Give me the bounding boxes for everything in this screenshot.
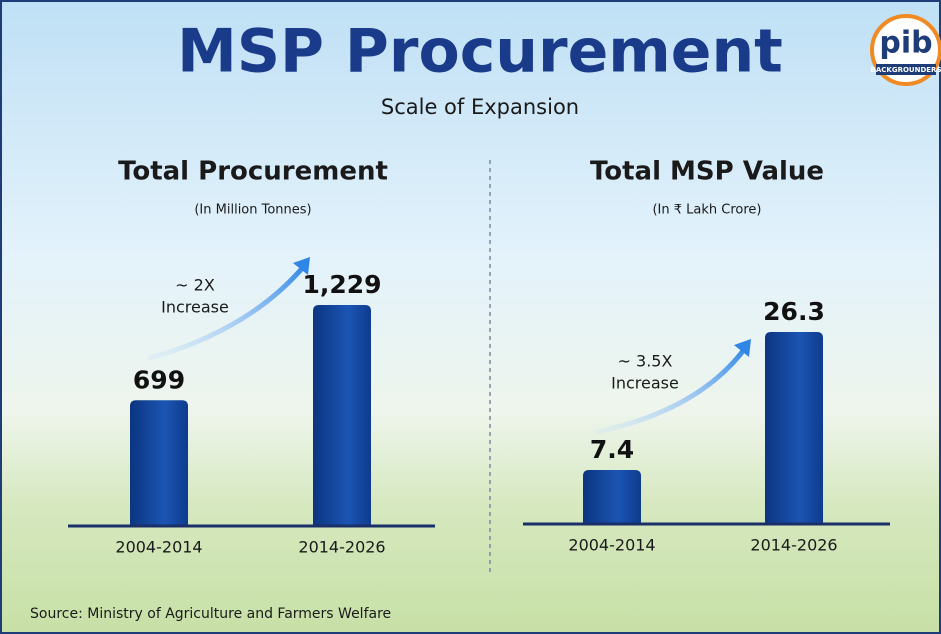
value-label: 699	[133, 365, 185, 394]
logo-text: pib	[879, 26, 932, 61]
logo-caption: BACKGROUNDERS	[871, 66, 941, 74]
x-tick-label: 2004-2014	[115, 538, 202, 557]
bar	[313, 305, 371, 526]
x-tick-label: 2014-2026	[750, 536, 837, 555]
x-tick-label: 2004-2014	[568, 536, 655, 555]
bar	[765, 332, 823, 524]
annotation: ~ 3.5X	[618, 352, 673, 371]
trend-arrow	[147, 262, 308, 361]
logo-band	[876, 64, 936, 75]
x-tick-label: 2014-2026	[298, 538, 385, 557]
value-label: 1,229	[302, 270, 381, 299]
bar	[583, 469, 641, 524]
chart-subtitle: (In ₹ Lakh Crore)	[652, 203, 761, 218]
logo: pib BACKGROUNDERS	[870, 14, 941, 86]
bar	[130, 400, 188, 526]
source: Source: Ministry of Agriculture and Farm…	[30, 606, 391, 622]
subtitle: Scale of Expansion	[381, 95, 579, 119]
annotation: Increase	[161, 298, 229, 317]
arrow-head	[293, 257, 310, 275]
arrow-head	[734, 339, 751, 357]
chart-subtitle: (In Million Tonnes)	[194, 203, 311, 218]
title: MSP Procurement	[177, 17, 783, 87]
trend-arrow	[594, 344, 749, 435]
annotation: ~ 2X	[175, 276, 215, 295]
annotation: Increase	[611, 374, 679, 393]
value-label: 7.4	[590, 435, 634, 464]
chart-title: Total Procurement	[118, 157, 388, 187]
value-label: 26.3	[763, 297, 825, 326]
chart-title: Total MSP Value	[590, 157, 824, 187]
